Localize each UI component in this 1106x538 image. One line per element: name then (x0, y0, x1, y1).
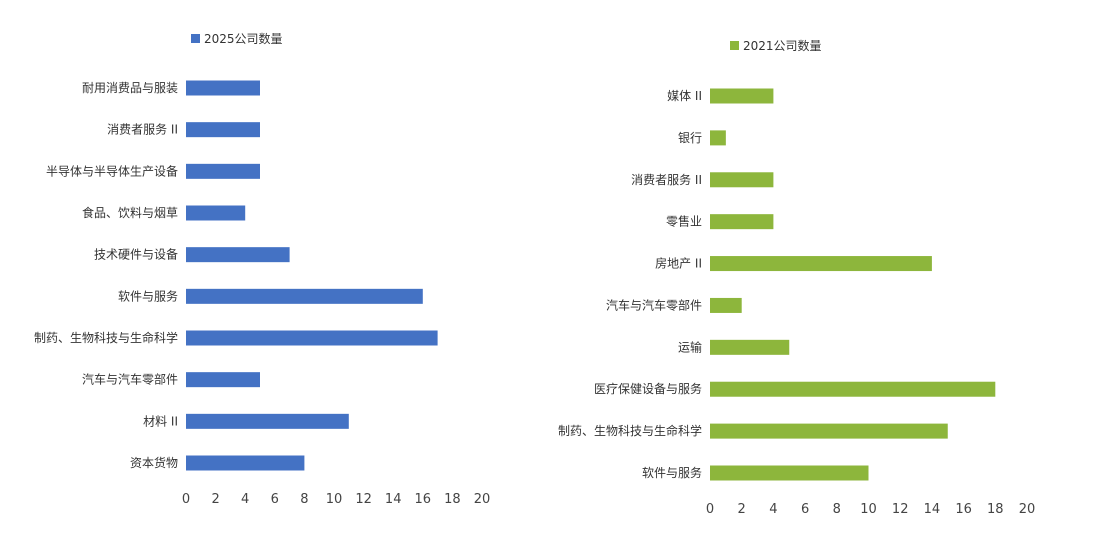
bar-c2021-9 (710, 465, 869, 481)
category-label: 制药、生物科技与生命科学 (34, 330, 178, 345)
category-label: 医疗保健设备与服务 (594, 381, 702, 396)
x-tick-label: 18 (987, 502, 1004, 517)
bar-c2025-5 (186, 288, 423, 304)
category-label: 耐用消费品与服装 (82, 81, 178, 95)
x-tick-label: 18 (444, 492, 461, 507)
category-label: 制药、生物科技与生命科学 (558, 423, 702, 438)
x-tick-label: 12 (892, 502, 909, 517)
bar-c2025-9 (186, 455, 305, 471)
bar-c2025-4 (186, 247, 290, 263)
category-label: 运输 (678, 339, 702, 354)
category-label: 消费者服务 II (631, 172, 702, 187)
x-tick-label: 4 (241, 492, 249, 507)
category-label: 技术硬件与设备 (94, 248, 178, 262)
bar-c2021-5 (710, 297, 742, 313)
category-label: 零售业 (666, 214, 702, 229)
x-tick-label: 10 (860, 502, 877, 517)
category-label: 消费者服务 II (107, 122, 178, 137)
bar-c2021-6 (710, 339, 790, 355)
category-label: 软件与服务 (642, 465, 702, 480)
bar-c2025-0 (186, 80, 260, 96)
x-tick-label: 10 (326, 492, 343, 507)
category-label: 银行 (678, 131, 702, 145)
x-tick-label: 8 (300, 492, 308, 507)
category-label: 汽车与汽车零部件 (606, 297, 702, 312)
category-label: 汽车与汽车零部件 (82, 372, 178, 387)
category-label: 食品、饮料与烟草 (82, 205, 178, 220)
x-tick-label: 16 (955, 502, 972, 517)
x-tick-label: 16 (415, 492, 432, 507)
category-label: 材料 II (143, 414, 178, 428)
x-tick-label: 8 (833, 502, 841, 517)
category-label: 资本货物 (130, 455, 178, 470)
x-tick-label: 4 (769, 502, 777, 517)
x-tick-label: 2 (738, 502, 746, 517)
x-tick-label: 6 (801, 502, 809, 517)
bar-c2025-3 (186, 205, 246, 221)
bar-c2021-1 (710, 130, 726, 146)
x-tick-label: 14 (924, 502, 941, 517)
legend-label: 2021公司数量 (743, 38, 822, 53)
x-tick-label: 6 (271, 492, 279, 507)
category-label: 软件与服务 (118, 288, 178, 303)
bar-c2021-3 (710, 214, 774, 230)
x-tick-label: 20 (1019, 502, 1036, 517)
x-tick-label: 0 (182, 492, 190, 507)
x-tick-label: 2 (211, 492, 219, 507)
x-tick-label: 12 (355, 492, 372, 507)
bar-c2025-6 (186, 330, 438, 346)
x-tick-label: 20 (474, 492, 491, 507)
bar-c2025-2 (186, 163, 260, 179)
legend-swatch (191, 34, 200, 43)
chart-2025-panel: 2025公司数量耐用消费品与服装消费者服务 II 半导体与半导体生产设备食品、饮料… (34, 31, 491, 507)
bar-c2025-1 (186, 122, 260, 138)
chart-2021-panel: 2021公司数量媒体 II 银行消费者服务 II 零售业房地产 II 汽车与汽车零部件… (553, 0, 1106, 538)
legend-label: 2025公司数量 (204, 31, 283, 46)
bar-c2025-7 (186, 372, 260, 388)
category-label: 媒体 II (667, 89, 702, 103)
category-label: 半导体与半导体生产设备 (46, 164, 178, 178)
x-tick-label: 0 (706, 502, 714, 517)
bar-c2021-0 (710, 88, 774, 104)
category-label: 房地产 II (655, 256, 702, 271)
bar-c2021-7 (710, 381, 996, 397)
bar-c2021-4 (710, 256, 932, 272)
bar-c2021-2 (710, 172, 774, 188)
bar-c2025-8 (186, 413, 349, 429)
legend-swatch (730, 41, 739, 50)
bar-c2021-8 (710, 423, 948, 439)
x-tick-label: 14 (385, 492, 402, 507)
